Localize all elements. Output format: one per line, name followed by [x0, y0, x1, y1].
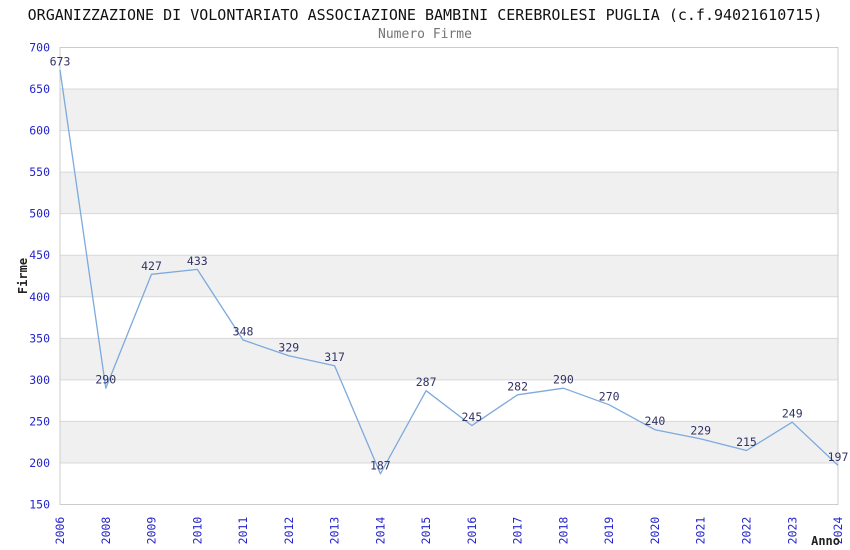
- x-tick-label: 2019: [602, 517, 616, 545]
- y-tick-label: 550: [29, 165, 50, 179]
- x-tick-label: 2009: [145, 517, 159, 545]
- plot-band: [60, 172, 838, 214]
- x-tick-label: 2012: [282, 517, 296, 545]
- value-label: 197: [828, 450, 849, 464]
- y-tick-label: 450: [29, 248, 50, 262]
- x-tick-label: 2006: [53, 517, 67, 545]
- x-tick-label: 2013: [328, 517, 342, 545]
- plot-border: [59, 47, 839, 505]
- plot-band: [60, 255, 838, 297]
- value-label: 329: [278, 340, 299, 354]
- plot-band: [60, 338, 838, 380]
- value-label: 348: [233, 324, 254, 338]
- y-tick-label: 200: [29, 456, 50, 470]
- x-tick-label: 2010: [190, 517, 204, 545]
- y-tick-label: 300: [29, 373, 50, 387]
- y-tick-label: 650: [29, 82, 50, 96]
- x-tick-label: 2015: [419, 517, 433, 545]
- value-label: 673: [50, 54, 71, 68]
- y-axis-title: Firme: [16, 258, 30, 294]
- x-tick-label: 2016: [465, 517, 479, 545]
- value-label: 249: [782, 407, 803, 421]
- value-label: 433: [187, 254, 208, 268]
- y-tick-label: 150: [29, 498, 50, 512]
- y-tick-label: 500: [29, 207, 50, 221]
- x-tick-label: 2017: [511, 517, 525, 545]
- plot-band: [60, 421, 838, 463]
- y-tick-label: 600: [29, 124, 50, 138]
- x-axis-title: Anno: [811, 534, 840, 548]
- value-label: 290: [553, 373, 574, 387]
- y-tick-label: 400: [29, 290, 50, 304]
- x-tick-label: 2008: [99, 517, 113, 545]
- y-tick-label: 700: [29, 41, 50, 55]
- x-tick-label: 2022: [739, 517, 753, 545]
- value-label: 229: [690, 423, 711, 437]
- x-tick-label: 2014: [373, 517, 387, 545]
- value-label: 290: [95, 373, 116, 387]
- value-label: 282: [507, 379, 528, 393]
- x-tick-label: 2020: [648, 517, 662, 545]
- x-tick-label: 2021: [694, 517, 708, 545]
- value-label: 270: [599, 389, 620, 403]
- value-label: 215: [736, 435, 757, 449]
- chart-title: ORGANIZZAZIONE DI VOLONTARIATO ASSOCIAZI…: [27, 6, 823, 24]
- x-tick-label: 2023: [785, 517, 799, 545]
- plot-band: [60, 89, 838, 131]
- value-label: 317: [324, 350, 345, 364]
- series-line: [59, 69, 839, 475]
- y-tick-label: 350: [29, 331, 50, 345]
- value-label: 427: [141, 259, 162, 273]
- value-label: 240: [645, 414, 666, 428]
- value-label: 287: [416, 375, 437, 389]
- y-tick-label: 250: [29, 414, 50, 428]
- x-tick-label: 2024: [831, 517, 845, 545]
- x-tick-label: 2011: [236, 517, 250, 545]
- value-label: 245: [461, 410, 482, 424]
- x-tick-label: 2018: [556, 517, 570, 545]
- value-label: 187: [370, 458, 391, 472]
- chart-subtitle: Numero Firme: [378, 27, 472, 42]
